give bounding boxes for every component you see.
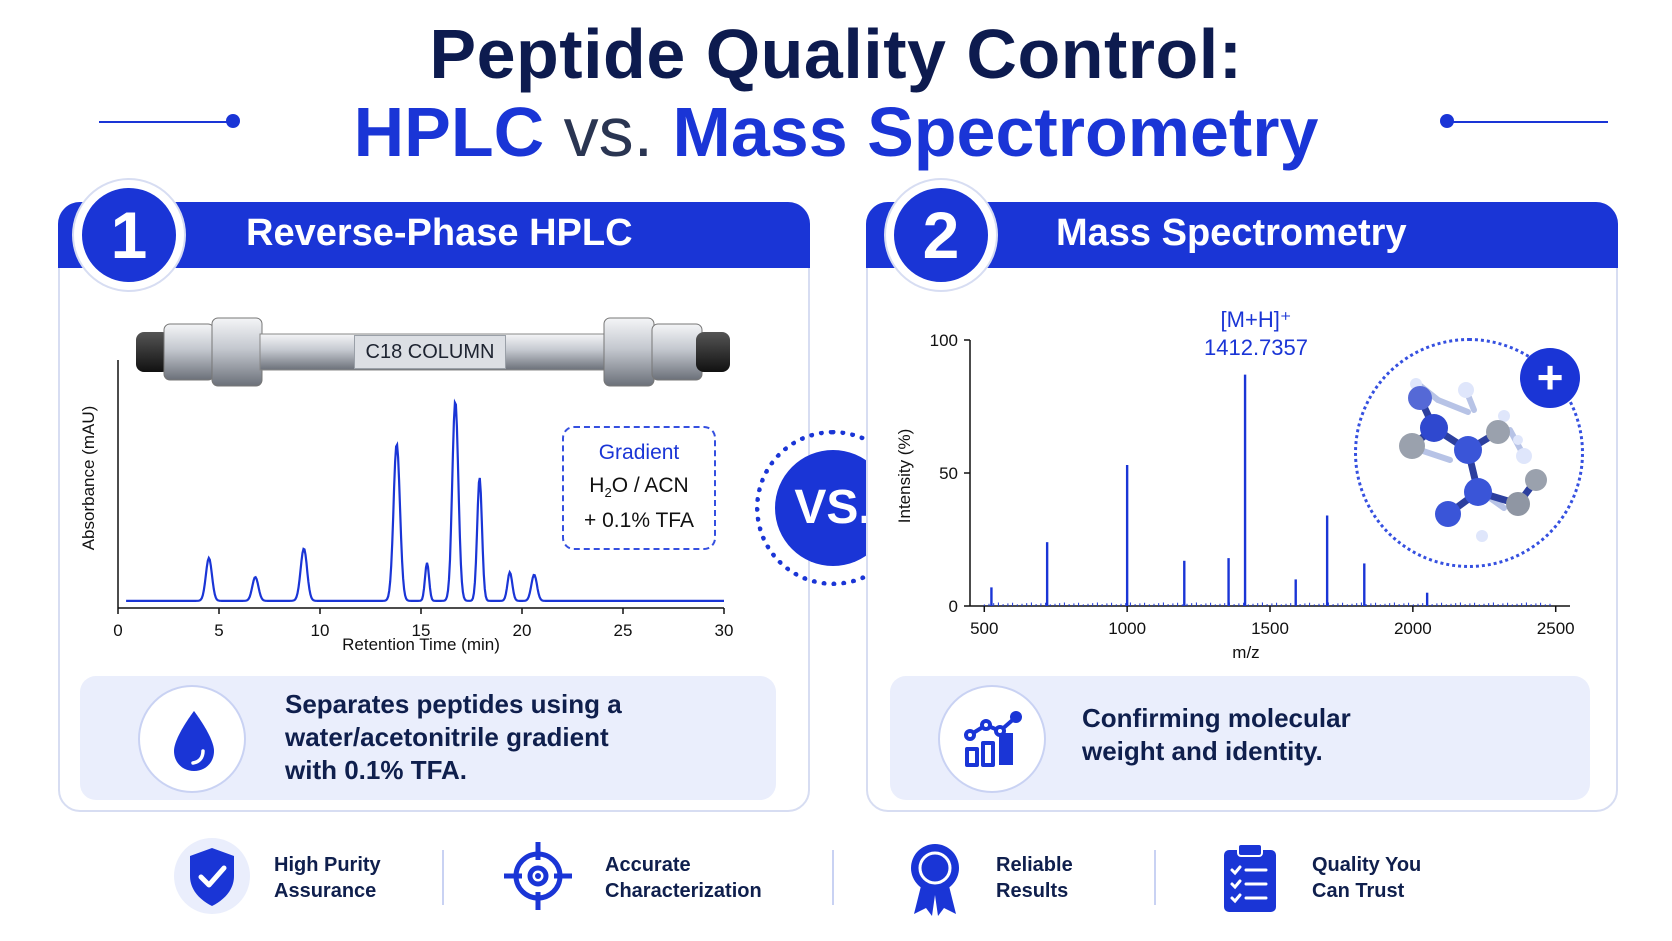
ms-x-tick-label: 500 (970, 619, 998, 638)
subtitle-vs: vs. (563, 93, 654, 171)
molecule-icon (1399, 378, 1547, 542)
ms-x-tick-label: 1000 (1108, 619, 1146, 638)
ms-y-tick-label: 0 (949, 597, 958, 616)
hplc-chromatogram: 0 5 10 15 20 25 30 Retention Time (min) Absorb… (79, 360, 734, 654)
hplc-x-tick-label: 25 (614, 621, 633, 640)
footer-divider (832, 850, 834, 905)
ms-peak-value: 1412.7357 (1204, 335, 1308, 360)
mass-spectrum: 500 1000 1500 2000 2500 0 50 100 m/z Intensity … (895, 307, 1575, 662)
hplc-x-tick-label: 20 (513, 621, 532, 640)
footer-results-text: Reliable Results (996, 854, 1073, 902)
ms-noise (983, 602, 1551, 606)
ms-y-tick-label: 100 (930, 331, 958, 350)
ms-number-badge: 2 (886, 180, 996, 290)
award-ribbon-icon (900, 838, 970, 923)
column-label: C18 COLUMN (354, 335, 506, 369)
hplc-x-label: Retention Time (min) (342, 635, 500, 654)
hplc-x-tick-label: 10 (311, 621, 330, 640)
molecule-ring (1354, 338, 1584, 568)
hplc-panel-title: Reverse-Phase HPLC (246, 212, 633, 254)
ms-x-label: m/z (1232, 643, 1259, 662)
hplc-description: Separates peptides using a water/acetoni… (285, 689, 622, 785)
hplc-x-tick-label: 30 (715, 621, 734, 640)
footer-divider (442, 850, 444, 905)
ms-description: Confirming molecular weight and identity… (1082, 703, 1351, 766)
ms-x-tick-label: 1500 (1251, 619, 1289, 638)
title-divider-right-dot (1440, 114, 1454, 128)
clipboard-checklist-icon (1220, 840, 1280, 921)
footer-trust-text: Quality You Can Trust (1312, 854, 1422, 902)
page-subtitle: HPLC vs. Mass Spectrometry (0, 92, 1672, 172)
hplc-trace (126, 398, 724, 602)
gradient-additive: + 0.1% TFA (584, 509, 694, 533)
ms-panel-title: Mass Spectrometry (1056, 212, 1407, 254)
title-divider-left (99, 121, 234, 123)
hplc-x-tick-label: 5 (214, 621, 223, 640)
footer-characterization-text: Accurate Characterization (605, 854, 762, 902)
hplc-x-tick-label: 15 (412, 621, 431, 640)
title-area: Peptide Quality Control: HPLC vs. Mass S… (0, 0, 1672, 185)
title-divider-left-dot (226, 114, 240, 128)
ms-y-tick-label: 50 (939, 464, 958, 483)
hplc-x-tick-label: 0 (113, 621, 122, 640)
ms-y-label: Intensity (%) (895, 429, 914, 523)
shield-check-icon (172, 836, 252, 921)
target-icon (500, 838, 576, 919)
ms-x-tick-label: 2500 (1537, 619, 1575, 638)
gradient-solvents: H2O / ACN (589, 474, 689, 501)
footer-purity-text: High Purity Assurance (274, 854, 381, 902)
page-title: Peptide Quality Control: (429, 15, 1243, 93)
plus-icon: + (1520, 348, 1580, 408)
hplc-y-label: Absorbance (mAU) (79, 406, 98, 551)
gradient-info-box: Gradient H2O / ACN + 0.1% TFA (562, 426, 716, 550)
water-drop-icon (138, 685, 246, 793)
subtitle-right: Mass Spectrometry (672, 93, 1319, 171)
footer-divider (1154, 850, 1156, 905)
hplc-number-badge: 1 (74, 180, 184, 290)
gradient-title: Gradient (598, 441, 680, 464)
ms-peak-label: [M+H]⁺ (1221, 307, 1292, 332)
analytics-chart-icon (938, 685, 1046, 793)
ms-x-tick-label: 2000 (1394, 619, 1432, 638)
subtitle-left: HPLC (353, 93, 545, 171)
title-divider-right (1448, 121, 1608, 123)
